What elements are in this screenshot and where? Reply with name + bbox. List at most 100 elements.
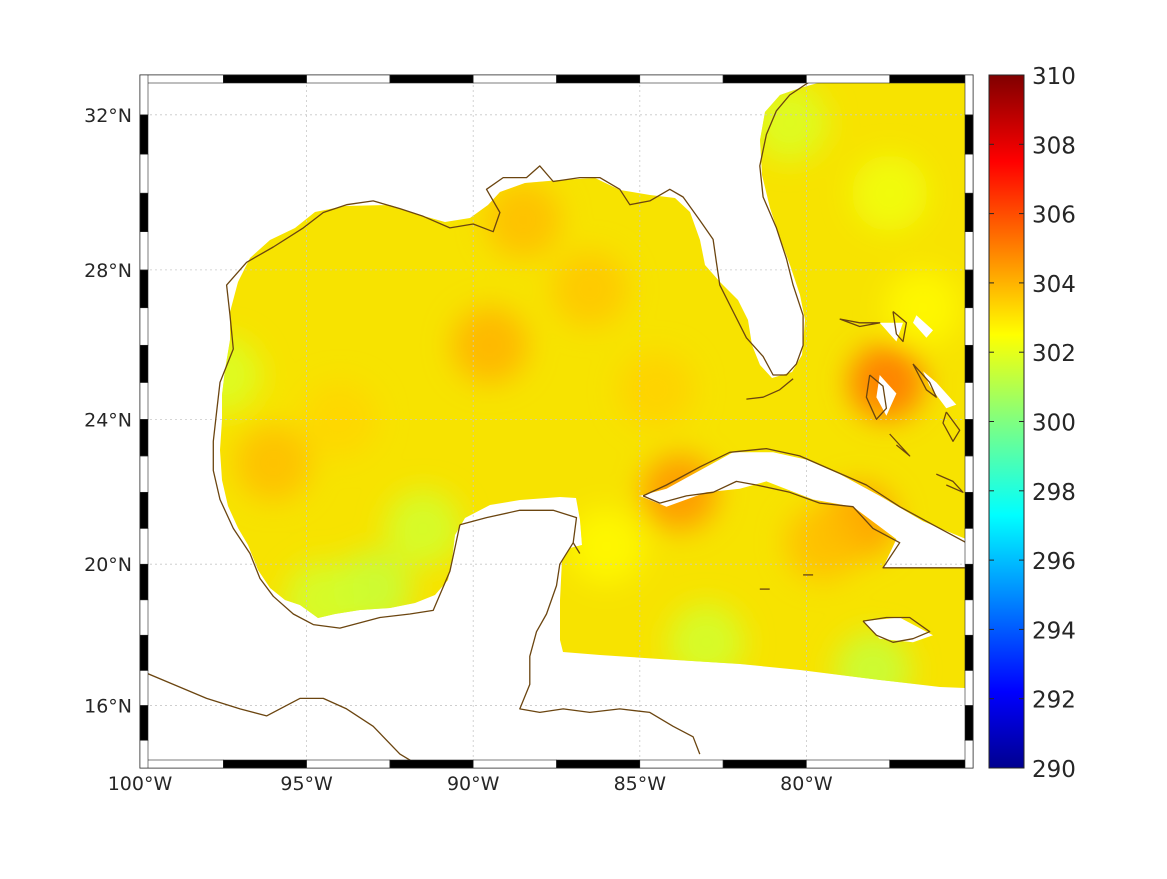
coastline (839, 318, 881, 328)
land-mask (913, 315, 933, 338)
coastline (889, 433, 911, 457)
frame-band-top (389, 74, 474, 84)
colorbar-tick-label: 294 (1032, 618, 1076, 644)
frame-band-right (964, 528, 974, 565)
frame-band-top (889, 74, 974, 84)
sst-anomaly-spot (551, 250, 628, 327)
gridlines (140, 75, 973, 768)
colorbar-tick-label: 310 (1032, 64, 1076, 90)
frame-band-bottom (806, 759, 891, 769)
frame-band-right (964, 382, 974, 420)
frame-band-left (139, 344, 149, 383)
frame-band-left (139, 455, 149, 493)
frame-band-right (964, 419, 974, 457)
sst-anomaly-spot (301, 381, 378, 458)
sst-anomaly-spot (851, 155, 928, 232)
colorbar-tick-label: 300 (1032, 411, 1076, 437)
colorbar-tick-label: 296 (1032, 549, 1076, 575)
land-mask (863, 617, 933, 643)
coastline (912, 363, 937, 398)
frame-band-left (139, 114, 149, 155)
sst-anomaly-spot (568, 508, 645, 585)
frame-band-right (964, 563, 974, 601)
coastline (459, 509, 701, 755)
lon-tick-label: 100°W (108, 773, 173, 795)
sst-anomaly-spot (451, 307, 528, 384)
frame-band-right (964, 307, 974, 346)
coastline (746, 378, 794, 400)
coastline (642, 447, 965, 569)
longitude-labels: 100°W 95°W 90°W 85°W 80°W (108, 773, 833, 795)
frame-band-bottom (139, 759, 224, 769)
sst-anomaly-spot (785, 504, 862, 581)
frame-band-right (964, 739, 974, 769)
coastlines (148, 83, 965, 760)
sst-anomaly-spot (668, 604, 745, 681)
sst-anomaly-spot (618, 351, 695, 428)
sst-anomaly-spot (235, 425, 312, 502)
coastline (148, 673, 412, 760)
coastline (865, 374, 888, 420)
frame-band-right (964, 74, 974, 116)
frame-band-left (139, 670, 149, 706)
frame-band-left (139, 705, 149, 741)
lat-tick-label: 28°N (84, 260, 132, 282)
lat-tick-label: 24°N (84, 409, 132, 431)
frame-band-right (964, 599, 974, 636)
latitude-labels: 16°N 20°N 24°N 28°N 32°N (84, 105, 132, 718)
colorbar: 310 308 306 304 302 300 298 296 294 292 290 (988, 64, 1076, 783)
frame-band-right (964, 491, 974, 529)
colorbar-tick-label: 306 (1032, 203, 1076, 229)
land-mask (923, 371, 957, 409)
frame-band-right (964, 705, 974, 741)
frame-band-right (964, 670, 974, 706)
frame-band-left (139, 563, 149, 601)
frame-band-right (964, 634, 974, 671)
sst-field-layer (220, 83, 965, 688)
frame-band-left (139, 739, 149, 769)
frame-band-bottom (223, 759, 307, 769)
lon-tick-label: 80°W (780, 773, 833, 795)
lon-tick-label: 95°W (280, 773, 333, 795)
frame-band-bottom (556, 759, 641, 769)
frame-band-bottom (306, 759, 391, 769)
frame-band-top (556, 74, 641, 84)
frame-band-left (139, 419, 149, 457)
frame-band-right (964, 269, 974, 309)
colorbar-tick-label: 308 (1032, 133, 1076, 159)
coastline (212, 83, 809, 629)
frame-band-top (722, 74, 807, 84)
frame-band-left (139, 599, 149, 636)
sst-anomaly-spot (835, 632, 911, 688)
sst-anomaly-spot (848, 344, 925, 421)
colorbar-ticks: 310 308 306 304 302 300 298 296 294 292 290 (989, 64, 1076, 783)
frame-band-left (139, 269, 149, 309)
lon-tick-label: 85°W (614, 773, 667, 795)
colorbar-tick-label: 304 (1032, 272, 1076, 298)
sst-anomaly-spot (385, 490, 462, 567)
frame-band-top (223, 74, 307, 84)
colorbar-tick-label: 292 (1032, 688, 1076, 714)
frame-band-bottom (722, 759, 807, 769)
lat-tick-label: 32°N (84, 105, 132, 127)
frame-band-left (139, 491, 149, 529)
frame-band-left (139, 231, 149, 271)
frame-band-right (964, 231, 974, 271)
map-frame (139, 74, 974, 769)
coastline (936, 473, 964, 493)
frame-band-bottom (472, 759, 557, 769)
frame-band-left (139, 153, 149, 194)
lat-tick-label: 20°N (84, 554, 132, 576)
frame-band-top (472, 74, 557, 84)
frame-band-left (139, 382, 149, 420)
coastline (892, 311, 908, 343)
sst-anomaly-spot (485, 182, 562, 259)
frame-band-top (639, 74, 724, 84)
frame-band-left (139, 528, 149, 565)
frame-band-top (806, 74, 891, 84)
frame-band-left (139, 307, 149, 346)
coastline (942, 411, 961, 442)
frame-band-right (964, 153, 974, 194)
colorbar-tick-label: 302 (1032, 341, 1076, 367)
